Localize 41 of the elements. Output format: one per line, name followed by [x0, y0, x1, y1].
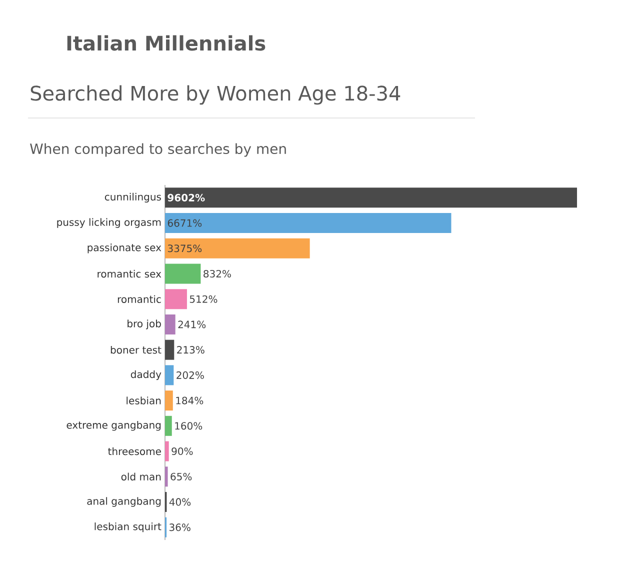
y-tick-label: daddy — [130, 370, 162, 380]
bar — [165, 390, 173, 411]
data-label: 241% — [178, 320, 206, 328]
data-label: 184% — [176, 396, 204, 404]
data-label: 832% — [204, 270, 231, 278]
text: When compared to searches by men — [30, 143, 286, 157]
y-tick-label: threesome — [108, 447, 161, 456]
bar — [165, 416, 172, 436]
bar — [165, 466, 168, 487]
y-tick-label: romantic — [118, 295, 161, 303]
y-tick-label: extreme gangbang — [66, 421, 161, 431]
y-tick-label: lesbian squirt — [94, 522, 162, 532]
data-label: 3375% — [168, 244, 202, 252]
data-label: 512% — [190, 295, 218, 303]
data-label: 90% — [172, 447, 193, 456]
data-label: 65% — [170, 472, 192, 480]
data-label: 213% — [177, 346, 204, 354]
bar — [165, 213, 452, 234]
bar — [165, 289, 187, 310]
data-label: 9602% — [168, 194, 205, 202]
chart-subtitle: Searched More by Women Age 18-34 — [30, 85, 400, 105]
bar — [165, 314, 176, 334]
bar — [165, 264, 201, 284]
data-label: 160% — [175, 422, 202, 430]
y-tick-label: old man — [121, 472, 161, 480]
data-label: 202% — [176, 371, 204, 379]
data-label: 40% — [169, 498, 191, 506]
bar — [165, 441, 169, 462]
y-tick-label: passionate sex — [88, 244, 162, 254]
bar — [165, 238, 310, 258]
y-tick-label: pussy licking orgasm — [57, 218, 161, 228]
y-tick-label: cunnilingus — [104, 192, 161, 203]
data-label: 6671% — [168, 219, 202, 227]
y-tick-label: bro job — [128, 320, 161, 330]
data-label: 36% — [170, 524, 190, 532]
y-tick-label: anal gangbang — [87, 497, 161, 507]
y-tick-label: romantic sex — [98, 270, 162, 278]
bar — [165, 365, 174, 386]
chart-title: Italian Millennials — [67, 35, 266, 51]
y-tick-label: boner test — [110, 346, 162, 354]
y-tick-label: lesbian — [126, 396, 161, 404]
